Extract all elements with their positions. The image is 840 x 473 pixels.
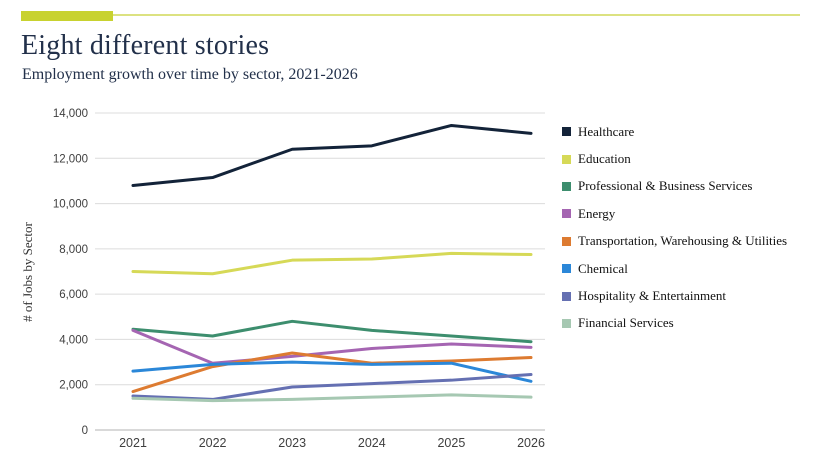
legend-item: Education [562, 145, 787, 172]
page-title: Eight different stories [21, 30, 270, 61]
legend-label: Education [578, 151, 631, 167]
legend-swatch-icon [562, 291, 571, 301]
y-axis-tick: 4,000 [59, 334, 88, 346]
series-line [131, 351, 533, 394]
y-axis-label: # of Jobs by Sector [20, 222, 35, 322]
legend-swatch-icon [562, 236, 571, 246]
legend-swatch-icon [562, 209, 571, 219]
legend-label: Healthcare [578, 123, 635, 139]
series-line [131, 251, 533, 276]
legend-swatch-icon [562, 318, 571, 328]
series-line [131, 360, 533, 383]
legend-item: Hospitality & Entertainment [562, 282, 787, 309]
series-line [131, 123, 533, 187]
legend-label: Chemical [578, 260, 628, 276]
x-axis-tick: 2025 [437, 436, 465, 450]
page-subtitle: Employment growth over time by sector, 2… [22, 66, 358, 83]
legend-item: Energy [562, 200, 787, 227]
y-axis-tick: 2,000 [59, 380, 88, 392]
y-axis-tick: 0 [82, 425, 88, 437]
y-axis-tick: 8,000 [59, 244, 88, 256]
x-axis-tick: 2021 [119, 436, 147, 450]
legend-item: Professional & Business Services [562, 173, 787, 200]
x-axis-tick: 2022 [199, 436, 227, 450]
legend-label: Energy [578, 205, 616, 221]
legend-swatch-icon [562, 127, 571, 137]
y-axis-tick: 14,000 [53, 108, 88, 120]
x-axis-tick: 2026 [517, 436, 545, 450]
x-axis-tick: 2024 [358, 436, 386, 450]
legend-item: Chemical [562, 255, 787, 282]
legend-swatch-icon [562, 154, 571, 164]
accent-bar [21, 11, 113, 21]
chart-legend: Healthcare Education Professional & Busine… [562, 118, 787, 337]
y-axis-tick: 10,000 [53, 199, 88, 211]
accent-line [113, 14, 800, 16]
legend-label: Hospitality & Entertainment [578, 288, 727, 304]
legend-item: Financial Services [562, 310, 787, 337]
series-line [131, 328, 533, 365]
y-axis-tick: 12,000 [53, 153, 88, 165]
legend-item: Transportation, Warehousing & Utilities [562, 228, 787, 255]
legend-swatch-icon [562, 181, 571, 191]
legend-label: Professional & Business Services [578, 178, 753, 194]
legend-swatch-icon [562, 264, 571, 274]
series-line [131, 393, 533, 403]
legend-item: Healthcare [562, 118, 787, 145]
series-line [131, 319, 533, 344]
y-axis-tick: 6,000 [59, 289, 88, 301]
legend-label: Financial Services [578, 315, 674, 331]
legend-label: Transportation, Warehousing & Utilities [578, 233, 788, 249]
x-axis-tick: 2023 [278, 436, 306, 450]
